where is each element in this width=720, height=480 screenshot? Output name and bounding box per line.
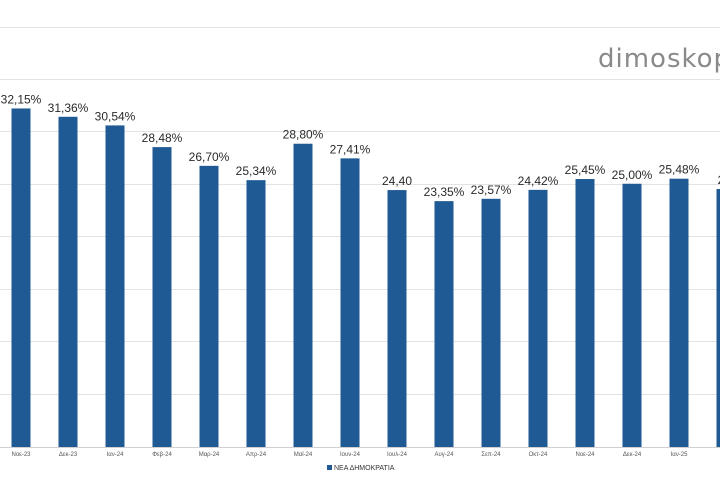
data-label: 25,48% <box>659 163 700 177</box>
x-tick-label: Μαρ-24 <box>199 452 220 458</box>
legend-label: ΝΕΑ ΔΗΜΟΚΡΑΤΙΑ <box>334 465 395 472</box>
x-tick-label: Αυγ-24 <box>435 452 455 458</box>
x-tick-label: Μαϊ-24 <box>294 452 313 458</box>
x-tick-label: Ιαν-25 <box>671 452 688 458</box>
bar <box>434 201 454 447</box>
x-tick-label: Φεβ-24 <box>152 452 172 458</box>
bar <box>58 116 78 447</box>
bar <box>716 189 720 447</box>
data-label: 25,34% <box>236 164 277 178</box>
bar <box>246 180 266 447</box>
data-labels: 32,15% 31,36% 30,54% 28,48% 26,70% 25,34% 28,8… <box>1 92 720 199</box>
data-label: 32,15% <box>1 92 42 106</box>
x-tick-labels: Νοε-23 Δεκ-23 Ιαν-24 Φεβ-24 Μαρ-24 Απρ-24 Μαϊ-… <box>11 452 688 458</box>
x-tick-label: Απρ-24 <box>246 452 267 458</box>
data-label: 23,57% <box>471 183 512 197</box>
bar <box>199 165 219 447</box>
legend: ΝΕΑ ΔΗΜΟΚΡΑΤΙΑ <box>327 465 395 472</box>
data-label: 31,36% <box>48 101 89 115</box>
bar <box>293 143 313 447</box>
bar <box>387 190 407 447</box>
data-label: 25,45% <box>565 163 606 177</box>
data-label: 26,70% <box>189 150 230 164</box>
bar <box>528 189 548 447</box>
legend-swatch <box>327 465 332 470</box>
bar <box>340 158 360 448</box>
x-tick-label: Ιαν-24 <box>107 452 124 458</box>
data-label: 24,42% <box>518 174 559 188</box>
bar <box>669 178 689 447</box>
logo-watermark: dimoskop <box>598 44 720 74</box>
x-tick-label: Νοε-24 <box>575 452 595 458</box>
x-tick-label: Νοε-23 <box>11 452 31 458</box>
x-tick-label: Δεκ-24 <box>623 452 642 458</box>
x-tick-label: Ιουλ-24 <box>387 452 408 458</box>
data-label: 27,41% <box>330 142 371 156</box>
data-label: 28,80% <box>283 128 324 142</box>
data-label: 24,40 <box>382 174 412 188</box>
bars <box>11 108 720 448</box>
x-tick-label: Οκτ-24 <box>529 452 548 458</box>
x-tick-label: Δεκ-23 <box>59 452 78 458</box>
data-label: 25,00% <box>612 168 653 182</box>
x-tick-label: Σεπ-24 <box>481 452 501 458</box>
data-label: 24, <box>718 173 720 187</box>
x-tick-label: Ιουν-24 <box>340 452 361 458</box>
bar <box>622 183 642 447</box>
data-label: 23,35% <box>424 185 465 199</box>
data-label: 30,54% <box>95 109 136 123</box>
bar <box>575 179 595 447</box>
bar <box>105 125 125 447</box>
bar <box>481 198 501 447</box>
data-label: 28,48% <box>142 131 183 145</box>
bar <box>11 108 31 447</box>
bar <box>152 147 172 448</box>
